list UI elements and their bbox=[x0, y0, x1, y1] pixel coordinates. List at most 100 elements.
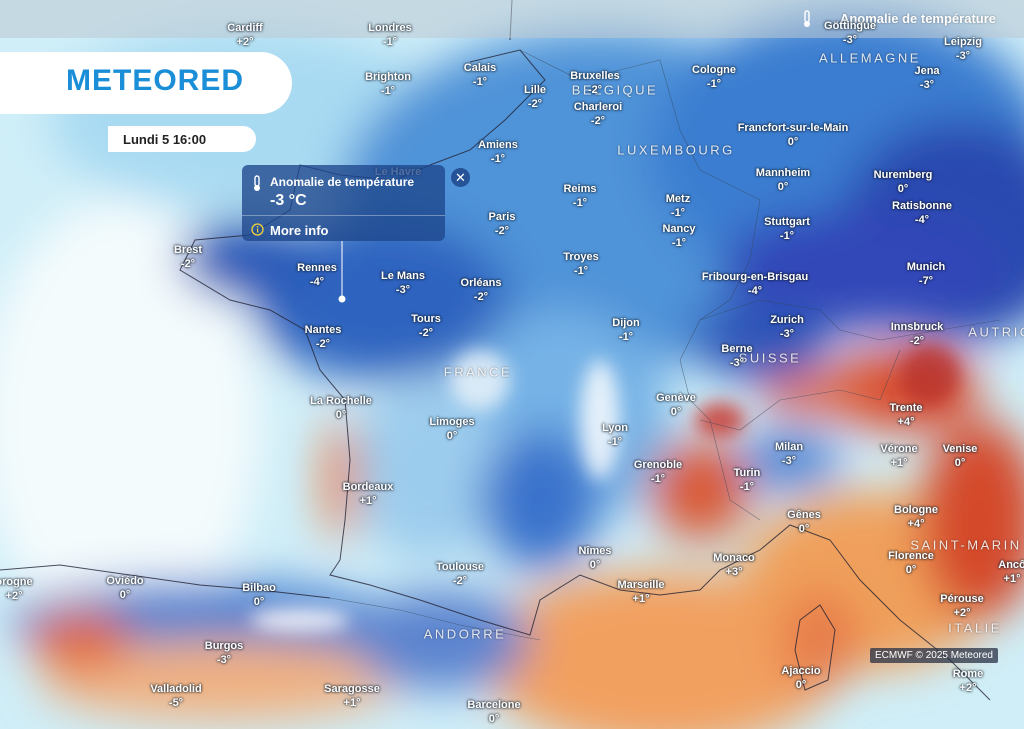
anomaly-value: 0° bbox=[897, 183, 909, 195]
city-name: Trente bbox=[889, 402, 923, 414]
city-name: Tours bbox=[411, 313, 441, 325]
anomaly-value: -2° bbox=[473, 291, 489, 303]
popup-value: -3 °C bbox=[270, 192, 307, 209]
anomaly-value: +1° bbox=[632, 593, 650, 605]
city-name: Rennes bbox=[297, 262, 337, 274]
country-label: ALLEMAGNE bbox=[819, 50, 921, 66]
city-name: Leipzig bbox=[944, 36, 982, 48]
close-button[interactable]: ✕ bbox=[451, 168, 470, 187]
anomaly-value: 0° bbox=[777, 181, 789, 193]
anomaly-value: -3° bbox=[729, 357, 745, 369]
city-name: Bologne bbox=[894, 504, 938, 516]
anomaly-value: -1° bbox=[739, 481, 755, 493]
anomaly-value: 0° bbox=[670, 406, 682, 418]
city-name: Ratisbonne bbox=[892, 200, 952, 212]
city-name: Cologne bbox=[692, 64, 736, 76]
anomaly-value: -3° bbox=[395, 284, 411, 296]
city-name: Nîmes bbox=[578, 545, 612, 557]
anomaly-value: -2° bbox=[494, 225, 510, 237]
popup-title: Anomalie de température bbox=[270, 175, 415, 189]
city-name: Amiens bbox=[478, 139, 518, 151]
date-box: Lundi 5 16:00 bbox=[108, 126, 256, 152]
country-label: ITALIE bbox=[948, 620, 1002, 636]
country-label: SUISSE bbox=[738, 350, 802, 366]
anomaly-value: +2° bbox=[959, 682, 977, 694]
anomaly-value: 0° bbox=[954, 457, 966, 469]
anomaly-value: -3° bbox=[842, 34, 858, 46]
city-name: Charleroi bbox=[573, 101, 623, 113]
anomaly-value: -1° bbox=[779, 230, 795, 242]
anomaly-value: -2° bbox=[527, 98, 543, 110]
anomaly-value: +1° bbox=[1003, 573, 1021, 585]
city-name: Milan bbox=[774, 441, 804, 453]
layer-title: Anomalie de température bbox=[839, 11, 996, 26]
city-name: orogne bbox=[0, 576, 33, 588]
date: Lundi 5 16:00 bbox=[123, 132, 207, 147]
anomaly-value: -3° bbox=[216, 654, 232, 666]
country-label: FRANCE bbox=[443, 364, 513, 380]
city-name: Jena bbox=[914, 65, 940, 77]
city-name: Turin bbox=[733, 467, 761, 479]
more-info-link[interactable]: More info bbox=[270, 223, 329, 238]
city-name: Francfort-sur-le-Main bbox=[737, 122, 849, 134]
city-name: Burgos bbox=[204, 640, 244, 652]
city-name: Oviédo bbox=[106, 575, 144, 587]
city-name: Dijon bbox=[612, 317, 640, 329]
popup: Anomalie de température -3 °C More info bbox=[242, 165, 445, 241]
anomaly-value: +4° bbox=[907, 518, 925, 530]
city-name: Saragosse bbox=[324, 683, 380, 695]
anomaly-value: 0° bbox=[488, 713, 500, 725]
city-name: Zurich bbox=[770, 314, 804, 326]
logo-box: METEORED bbox=[0, 52, 292, 114]
city-name: Barcelone bbox=[467, 699, 521, 711]
country-label: ANDORRE bbox=[423, 626, 507, 642]
country-label: AUTRIC bbox=[968, 324, 1024, 340]
anomaly-value: -1° bbox=[382, 36, 398, 48]
credit: ECMWF © 2025 Meteored bbox=[870, 648, 998, 663]
logo[interactable]: METEORED bbox=[66, 64, 245, 97]
city-name: Le Mans bbox=[380, 270, 426, 282]
anomaly-value: +2° bbox=[5, 590, 23, 602]
city-name: Bilbao bbox=[242, 582, 276, 594]
anomaly-value: 0° bbox=[905, 564, 917, 576]
anomaly-value: -1° bbox=[472, 76, 488, 88]
city-name: Grenoble bbox=[633, 459, 683, 471]
city-name: Cardiff bbox=[227, 22, 263, 34]
city-name: Rome bbox=[952, 668, 984, 680]
anomaly-value: -2° bbox=[418, 327, 434, 339]
anomaly-value: 0° bbox=[119, 589, 131, 601]
anomaly-value: -3° bbox=[955, 50, 971, 62]
city-name: Paris bbox=[488, 211, 516, 223]
anomaly-value: -1° bbox=[380, 85, 396, 97]
city-name: Londres bbox=[368, 22, 412, 34]
anomaly-value: 0° bbox=[253, 596, 265, 608]
city-name: Marseille bbox=[617, 579, 665, 591]
anomaly-value: 0° bbox=[795, 679, 807, 691]
anomaly-value: -2° bbox=[909, 335, 925, 347]
city-name: Lyon bbox=[602, 422, 628, 434]
anomaly-value: 0° bbox=[335, 409, 347, 421]
city-name: Reims bbox=[563, 183, 597, 195]
city-name: Florence bbox=[888, 550, 934, 562]
city-name: Bordeaux bbox=[342, 481, 394, 493]
city-name: Munich bbox=[906, 261, 946, 273]
anomaly-value: -1° bbox=[607, 436, 623, 448]
anomaly-value: +1° bbox=[359, 495, 377, 507]
anomaly-value: -1° bbox=[671, 237, 687, 249]
city-name: Bruxelles bbox=[570, 70, 620, 82]
anomaly-value: +2° bbox=[953, 607, 971, 619]
thermometer-icon bbox=[804, 10, 810, 27]
city-name: Ajaccio bbox=[781, 665, 821, 677]
country-label: SAINT-MARIN bbox=[910, 537, 1022, 553]
city-name: Calais bbox=[463, 62, 497, 74]
anomaly-value: -2° bbox=[180, 258, 196, 270]
city-name: Fribourg-en-Brisgau bbox=[701, 271, 809, 283]
city-name: Nuremberg bbox=[873, 169, 933, 181]
city-name: Valladolid bbox=[150, 683, 202, 695]
city-name: Venise bbox=[942, 443, 978, 455]
anomaly-value: -2° bbox=[590, 115, 606, 127]
info-icon bbox=[251, 223, 264, 236]
anomaly-value: -1° bbox=[490, 153, 506, 165]
anomaly-value: -1° bbox=[670, 207, 686, 219]
